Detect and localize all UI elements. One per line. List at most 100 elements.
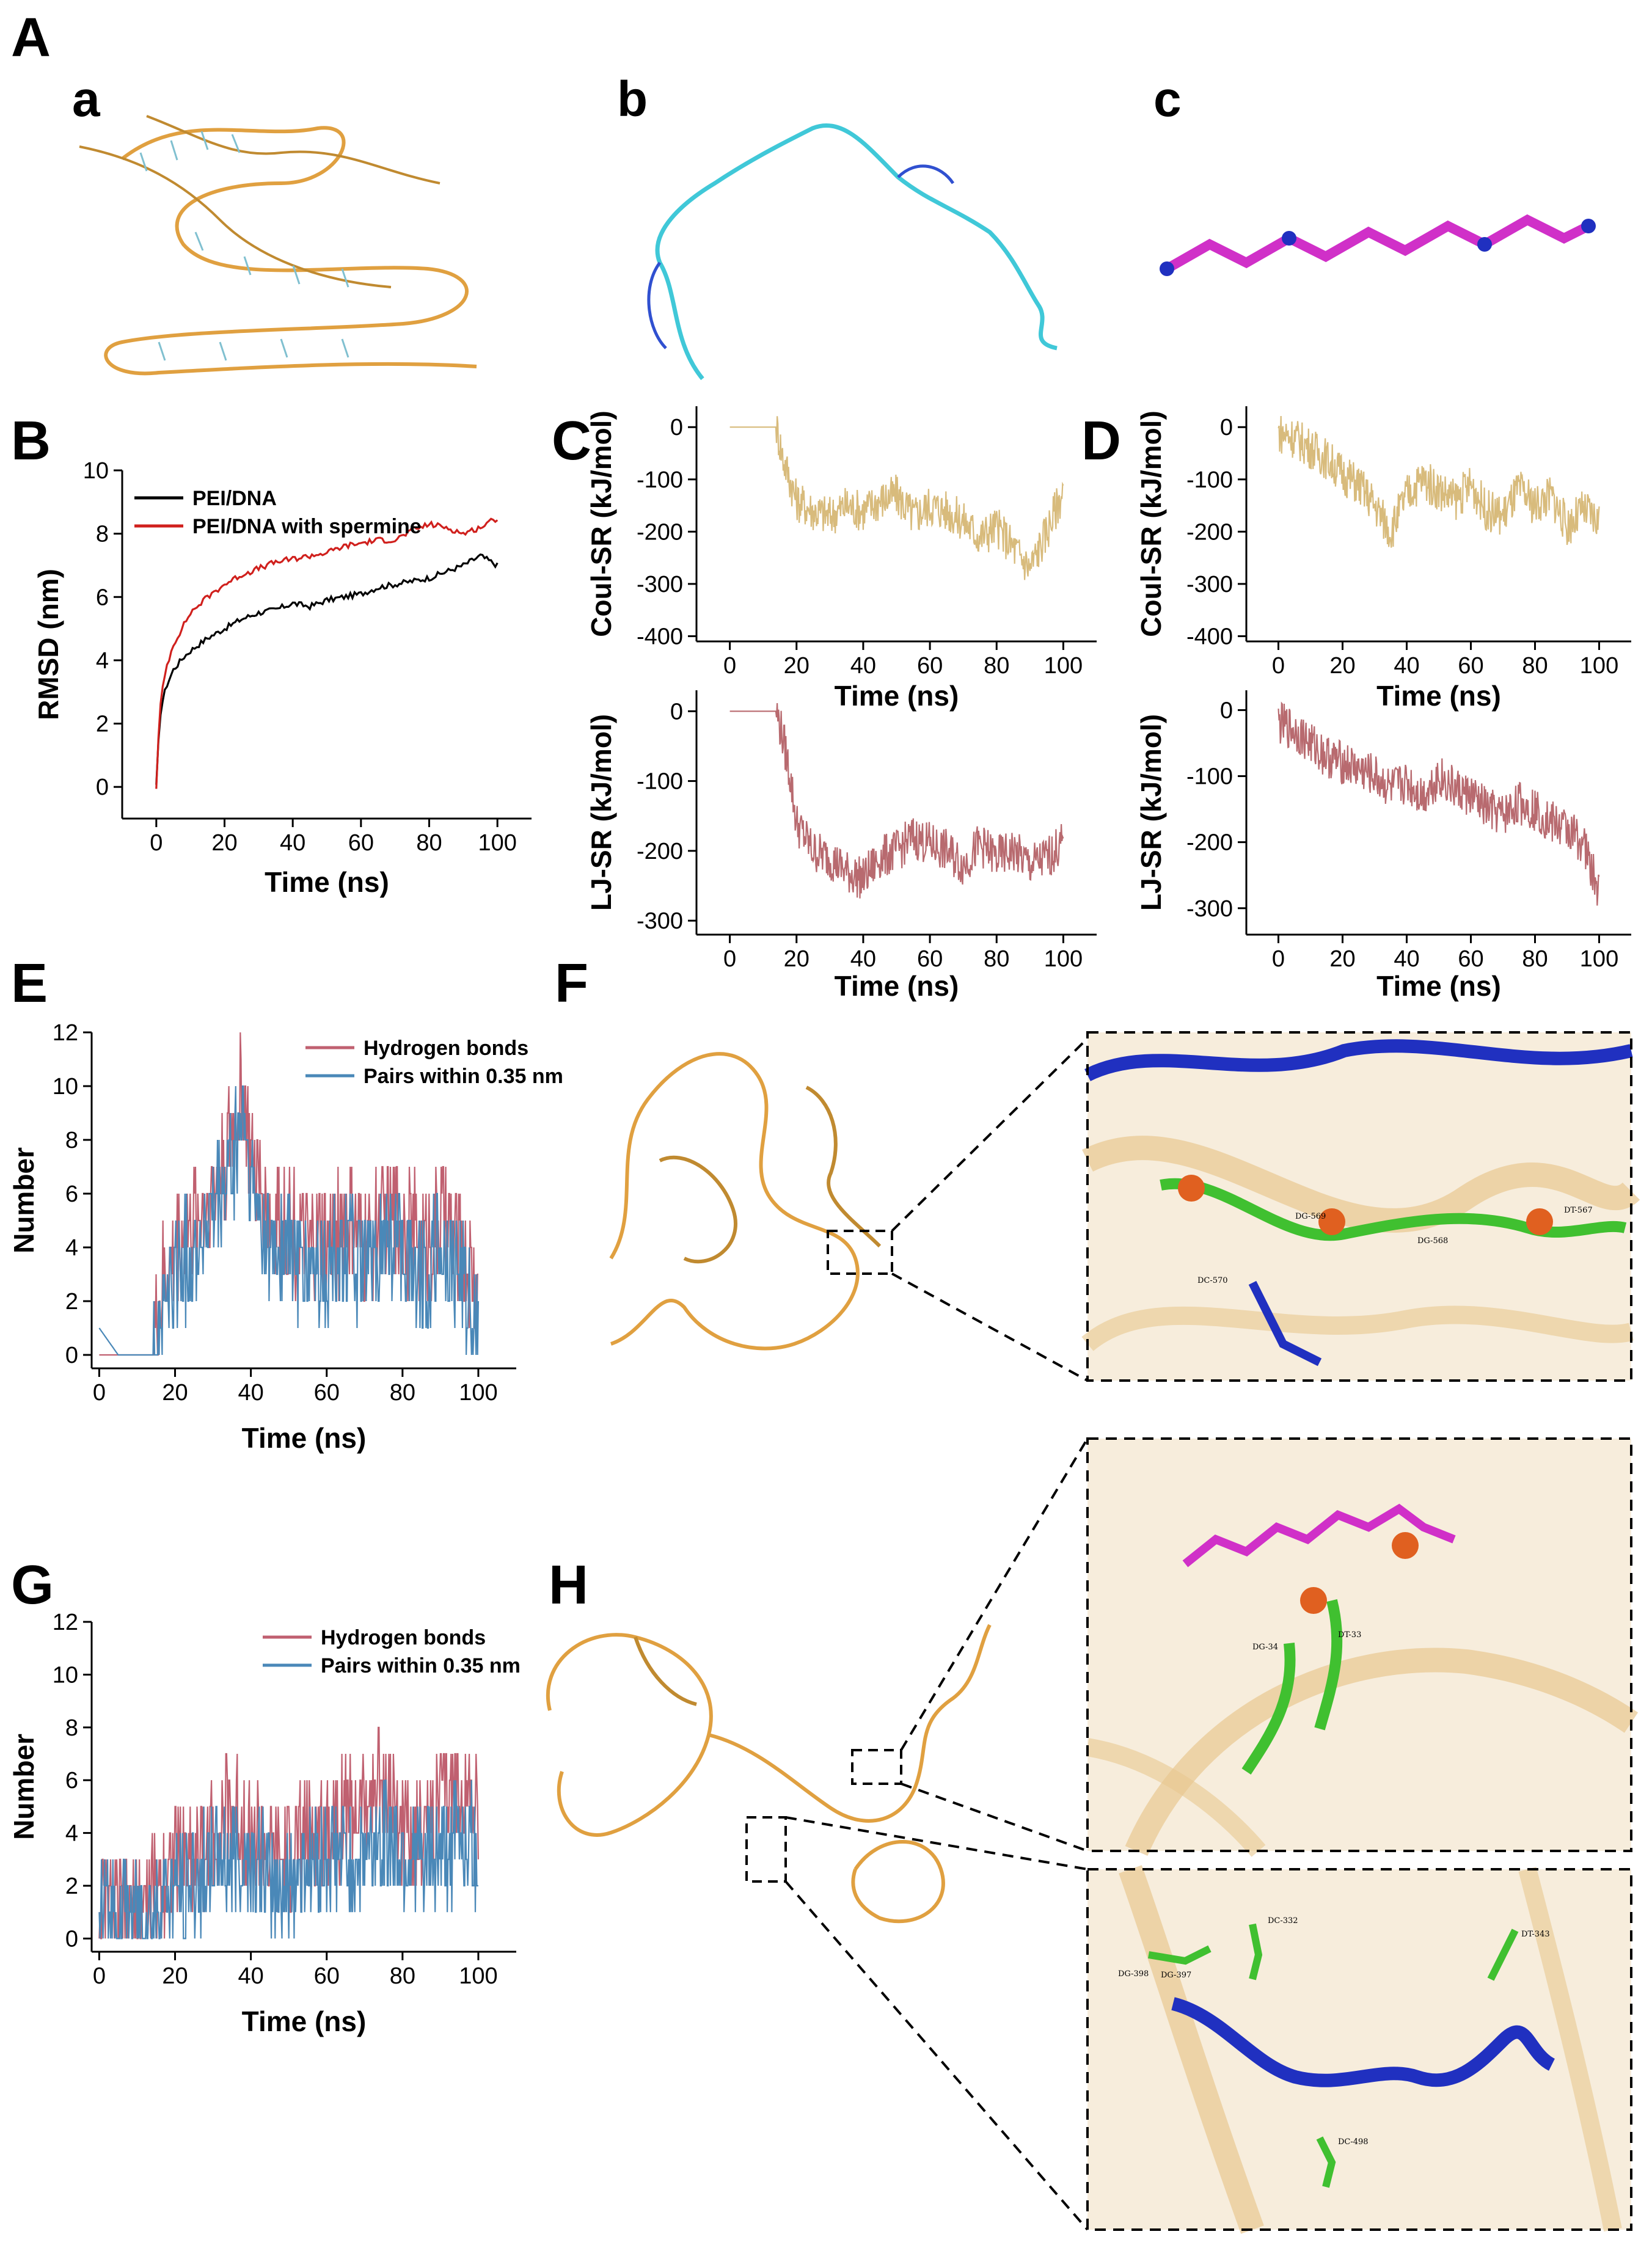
x-tick-label: 20 xyxy=(784,653,810,679)
zoom-box-f xyxy=(827,1230,893,1275)
zoom-panel-h-bottom: DG-398 DG-397 DC-332 DT-343 DC-498 xyxy=(1086,1865,1632,2234)
y-tick-label: -300 xyxy=(1186,896,1233,922)
y-axis-title: LJ-SR (kJ/mol) xyxy=(1135,714,1167,911)
y-tick-label: 8 xyxy=(65,1128,78,1153)
x-tick-label: 100 xyxy=(459,1380,497,1406)
dna-structure-a xyxy=(79,115,477,376)
y-tick-label: 0 xyxy=(670,699,683,724)
series-line-2 xyxy=(98,1085,479,1356)
x-tick-label: 0 xyxy=(1272,653,1285,679)
y-tick-label: -400 xyxy=(1186,624,1233,649)
y-tick-label: 12 xyxy=(53,1020,78,1046)
y-axis-title: Coul-SR (kJ/mol) xyxy=(1135,411,1167,637)
x-tick-label: 100 xyxy=(1044,653,1083,679)
dna-base-pairs-a xyxy=(139,131,349,361)
y-tick-label: 0 xyxy=(670,415,683,440)
y-tick-label: 8 xyxy=(65,1715,78,1741)
zoom-line-h-2 xyxy=(901,1783,1088,1852)
y-tick-label: -200 xyxy=(1186,519,1233,545)
y-tick-label: 0 xyxy=(65,1343,78,1368)
y-axis-title: Number xyxy=(8,1147,40,1254)
x-tick-label: 40 xyxy=(238,1380,263,1406)
x-tick-label: 0 xyxy=(93,1380,106,1406)
y-axis-title: LJ-SR (kJ/mol) xyxy=(585,714,617,911)
zoom-box-h-bottom xyxy=(745,1816,787,1883)
panel-letter-H: H xyxy=(549,1555,588,1616)
res-label-h-bot-2: DG-397 xyxy=(1161,1971,1191,1980)
y-tick-label: 0 xyxy=(1220,698,1233,723)
y-tick-label: -200 xyxy=(1186,830,1233,856)
series-line-1 xyxy=(155,553,499,785)
y-tick-label: -100 xyxy=(637,467,683,493)
x-axis-title: Time (ns) xyxy=(265,866,389,898)
x-tick-label: 60 xyxy=(1458,653,1483,679)
y-tick-label: 4 xyxy=(96,648,109,674)
y-tick-label: 2 xyxy=(65,1289,78,1315)
y-tick-label: -200 xyxy=(637,519,683,545)
x-tick-label: 100 xyxy=(1580,946,1618,972)
x-tick-label: 100 xyxy=(1580,653,1618,679)
x-axis-title: Time (ns) xyxy=(835,680,959,712)
series-line-2 xyxy=(155,517,499,789)
zoom-line-h-3 xyxy=(785,1816,1088,1870)
panel-letter-a: a xyxy=(72,71,101,127)
y-tick-label: -100 xyxy=(1186,467,1233,493)
chart-g-contacts: 0 20 40 60 80 100 0 2 4 6 8 10 12 Time (ns) Number Hydr… xyxy=(8,1610,521,2037)
x-tick-label: 20 xyxy=(162,1963,188,1989)
panel-letter-A: A xyxy=(11,7,51,68)
x-tick-label: 40 xyxy=(850,946,876,972)
panel-letter-G: G xyxy=(11,1555,54,1616)
x-tick-label: 80 xyxy=(390,1963,415,1989)
y-tick-label: -100 xyxy=(637,769,683,795)
zoom-line-f-bottom xyxy=(891,1272,1088,1382)
legend-label: Pairs within 0.35 nm xyxy=(321,1654,521,1677)
legend-label: Hydrogen bonds xyxy=(321,1626,486,1649)
y-tick-label: 10 xyxy=(53,1074,78,1100)
series-line-1 xyxy=(729,416,1064,580)
spermine-c xyxy=(1160,214,1596,276)
y-tick-label: -300 xyxy=(1186,572,1233,597)
x-tick-label: 40 xyxy=(280,830,305,856)
dna-structure-h xyxy=(546,1624,992,1924)
series-line-2 xyxy=(98,1779,478,1940)
legend-label: PEI/DNA xyxy=(192,487,277,510)
x-axis-title: Time (ns) xyxy=(835,970,959,1002)
res-label-h-top-1: DT-33 xyxy=(1338,1630,1361,1640)
x-axis-title: Time (ns) xyxy=(1376,680,1501,712)
x-tick-label: 20 xyxy=(1329,946,1355,972)
x-tick-label: 60 xyxy=(314,1380,340,1406)
x-tick-label: 80 xyxy=(1522,946,1548,972)
y-tick-label: -100 xyxy=(1186,764,1233,790)
x-tick-label: 0 xyxy=(93,1963,106,1989)
x-tick-label: 60 xyxy=(917,653,943,679)
x-tick-label: 60 xyxy=(1458,946,1483,972)
zoom-line-h-4 xyxy=(784,1880,1089,2231)
y-tick-label: -400 xyxy=(637,624,683,649)
y-tick-label: 0 xyxy=(1220,415,1233,440)
y-tick-label: 6 xyxy=(65,1181,78,1207)
series-line-1 xyxy=(1277,415,1600,548)
res-label-h-bot-4: DT-343 xyxy=(1521,1930,1550,1939)
res-label-h-top-2: DG-34 xyxy=(1252,1643,1278,1652)
series-line-1 xyxy=(729,703,1064,899)
series-line-1 xyxy=(1277,701,1600,906)
x-tick-label: 40 xyxy=(850,653,876,679)
y-tick-label: 6 xyxy=(96,585,109,610)
zoom-line-h-1 xyxy=(900,1437,1089,1751)
x-tick-label: 60 xyxy=(314,1963,340,1989)
panel-letter-E: E xyxy=(11,953,48,1014)
res-label-h-bot-3: DC-332 xyxy=(1268,1916,1298,1925)
panel-letter-c: c xyxy=(1153,71,1182,127)
chart-d-coul: 0 20 40 60 80 100 0 -100 -200 -300 -400 Time (ns) Co… xyxy=(1135,406,1631,712)
x-tick-label: 40 xyxy=(1394,946,1419,972)
y-tick-label: 4 xyxy=(65,1235,78,1261)
y-tick-label: 10 xyxy=(53,1662,78,1688)
panel-letter-D: D xyxy=(1081,411,1121,472)
x-tick-label: 0 xyxy=(723,946,736,972)
x-tick-label: 40 xyxy=(1394,653,1419,679)
x-tick-label: 20 xyxy=(162,1380,188,1406)
res-label-f-1: DC-570 xyxy=(1197,1276,1228,1285)
x-tick-label: 20 xyxy=(784,946,810,972)
zoom-line-f-top xyxy=(891,1037,1089,1232)
